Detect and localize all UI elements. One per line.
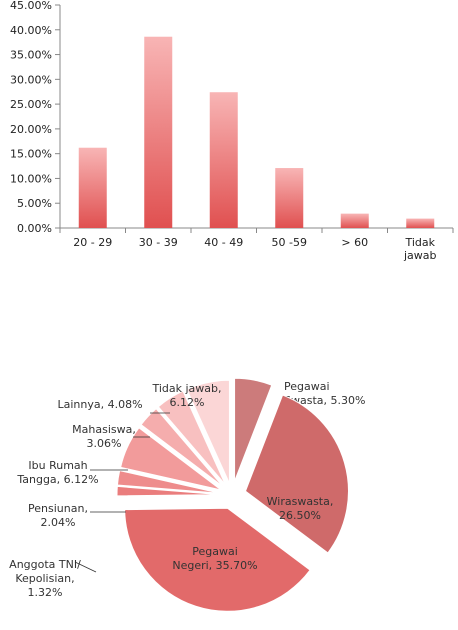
leader-line (74, 561, 97, 573)
x-tick-label: Tidak jawab (403, 236, 437, 262)
bar-chart: 0.00% 5.00% 10.00% 15.00% 20.00% 25.00% 30.00%… (10, 0, 454, 262)
pie-slice (116, 469, 221, 494)
x-tick-label: 40 - 49 (204, 236, 243, 249)
pie-slice-label: Tidak jawab, 6.12% (151, 382, 221, 409)
pie-slice-label: Anggota TNI/Kepolisian, 1.32% (9, 558, 81, 599)
y-tick-label: 45.00% (10, 0, 52, 12)
x-tick-label: > 60 (341, 236, 368, 249)
pie-slice-label: Ibu Rumah Tangga, 6.12% (16, 459, 98, 486)
bar (406, 218, 435, 228)
pie-slice-label: Mahasiswa, 3.06% (72, 423, 136, 450)
y-tick-label: 30.00% (10, 73, 52, 86)
y-tick-label: 0.00% (17, 222, 52, 235)
pie-slice (186, 379, 230, 484)
y-tick-label: 40.00% (10, 24, 52, 37)
y-tick-label: 25.00% (10, 98, 52, 111)
y-tick-label: 15.00% (10, 148, 52, 161)
bar (209, 92, 238, 229)
pie-chart: Pegawai Swasta, 5.30% Wiraswasta, 26.50% Peg… (9, 377, 365, 612)
pie-slice (120, 427, 222, 491)
pie-slice-label: Pegawai Negeri, 35.70% (172, 545, 257, 572)
y-tick-label: 5.00% (17, 197, 52, 210)
y-tick-label: 10.00% (10, 172, 52, 185)
pie-slice (116, 485, 221, 497)
x-tick-label: 30 - 39 (139, 236, 178, 249)
pie-slice-label: Pegawai Swasta, 5.30% (284, 380, 365, 407)
bar (144, 36, 173, 228)
pie-slice (244, 394, 349, 554)
pie-slice (140, 407, 224, 488)
x-tick-label: 50 -59 (272, 236, 307, 249)
pie-slice (124, 507, 311, 612)
pie-slice (157, 390, 226, 486)
pie-slice-label: Wiraswasta, 26.50% (267, 495, 334, 522)
x-tick-label: 20 - 29 (73, 236, 112, 249)
pie-slice-label: Pensiunan, 2.04% (28, 502, 88, 529)
bar (275, 168, 304, 228)
pie-slice (234, 377, 273, 482)
pie-slice-label: Lainnya, 4.08% (57, 398, 142, 411)
bar (78, 147, 107, 228)
bar (340, 213, 369, 228)
y-tick-label: 35.00% (10, 49, 52, 62)
y-tick-label: 20.00% (10, 123, 52, 136)
